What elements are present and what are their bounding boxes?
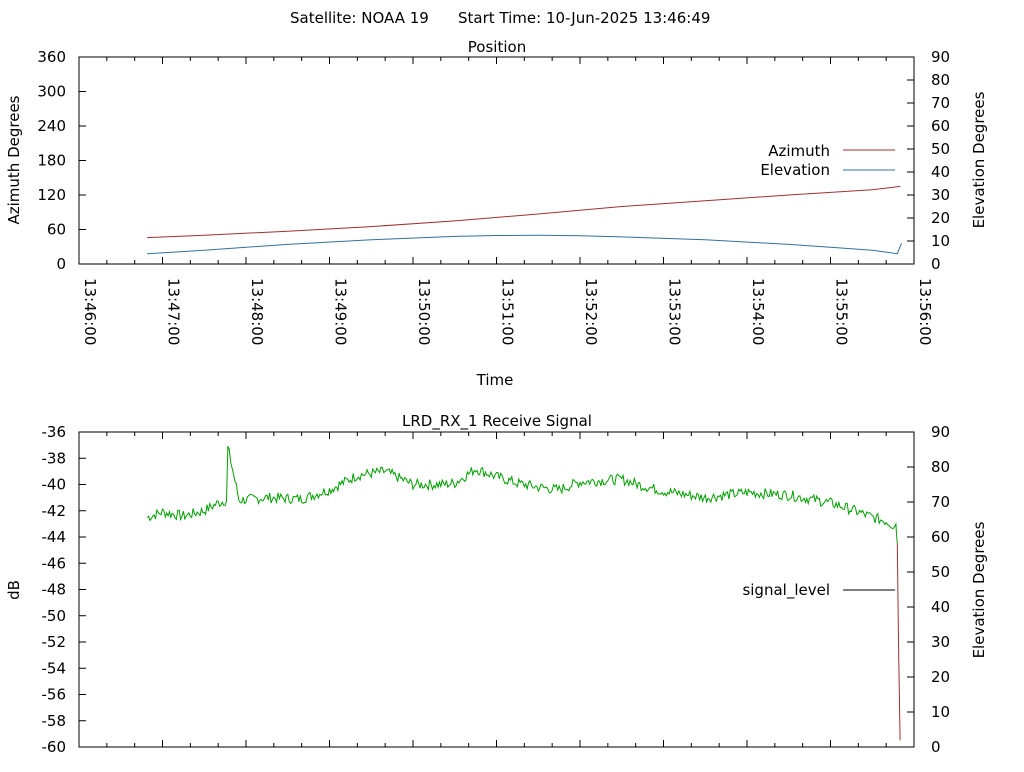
signal-y-tick-label: -60	[42, 738, 67, 756]
position-y2-tick-label: 10	[931, 232, 950, 250]
azimuth-series-line	[147, 185, 901, 239]
signal-y-tick-label: -40	[42, 476, 67, 494]
position-y2-tick-label: 0	[931, 255, 941, 273]
position-chart-title: Position	[468, 38, 526, 56]
position-y-tick-label: 240	[37, 117, 66, 135]
signal-y-tick-label: -44	[42, 528, 67, 546]
position-x-tick-label: 13:50:00	[415, 278, 433, 345]
position-x-tick-label: 13:46:00	[81, 278, 99, 345]
position-y2-axis-label: Elevation Degrees	[970, 91, 988, 228]
signal-y2-tick-label: 90	[931, 423, 950, 441]
signal-plot: -36 -38 -40 -42 -44 -46 -48 -50 -52 -54 -56 -58 -60 0…	[42, 423, 951, 756]
signal-y-tick-label: -58	[42, 712, 67, 730]
position-y-tick-label: 180	[37, 152, 66, 170]
signal-y2-axis-label: Elevation Degrees	[970, 521, 988, 658]
signal-y2-tick-label: 20	[931, 668, 950, 686]
position-y2-tick-label: 70	[931, 94, 950, 112]
position-y2-tick-label: 30	[931, 186, 950, 204]
position-x-tick-label: 13:55:00	[833, 278, 851, 345]
signal-y2-tick-label: 30	[931, 633, 950, 651]
position-x-axis-label: Time	[476, 371, 514, 389]
legend-elevation-label: Elevation	[760, 161, 830, 179]
signal-y-tick-label: -52	[42, 633, 67, 651]
legend-azimuth-label: Azimuth	[768, 142, 830, 160]
position-x-tick-label: 13:54:00	[749, 278, 767, 345]
position-y2-tick-label: 60	[931, 117, 950, 135]
signal-y-tick-label: -36	[42, 423, 67, 441]
signal-level-drop-line	[896, 543, 901, 741]
position-y-tick-label: 60	[47, 221, 66, 239]
position-x-tick-label: 13:47:00	[165, 278, 183, 345]
position-x-tick-label: 13:52:00	[582, 278, 600, 345]
signal-y-tick-label: -42	[42, 502, 67, 520]
signal-y-tick-label: -48	[42, 581, 67, 599]
position-y-tick-label: 0	[56, 255, 66, 273]
signal-y2-tick-label: 70	[931, 493, 950, 511]
signal-y-tick-label: -56	[42, 686, 67, 704]
position-x-tick-label: 13:53:00	[666, 278, 684, 345]
position-y2-tick-label: 50	[931, 140, 950, 158]
signal-y-tick-label: -38	[42, 449, 67, 467]
position-y-tick-label: 120	[37, 186, 66, 204]
elevation-series-line	[147, 234, 902, 255]
start-time-label: Start Time: 10-Jun-2025 13:46:49	[458, 9, 710, 27]
signal-y2-tick-label: 80	[931, 458, 950, 476]
signal-y2-tick-label: 10	[931, 703, 950, 721]
position-x-tick-label: 13:56:00	[916, 278, 934, 345]
position-y2-tick-label: 80	[931, 71, 950, 89]
signal-y2-tick-label: 40	[931, 598, 950, 616]
signal-y2-tick-label: 60	[931, 528, 950, 546]
position-x-tick-label: 13:49:00	[332, 278, 350, 345]
signal-y-tick-label: -54	[42, 659, 67, 677]
position-plot: 0 60 120 180 240 300 360 0 10 20 30 40 50 60 70 80 90 13:…	[37, 48, 950, 345]
signal-level-series-line	[146, 446, 898, 544]
position-y2-tick-label: 20	[931, 209, 950, 227]
signal-y-tick-label: -50	[42, 607, 67, 625]
legend-signal-level-label: signal_level	[742, 581, 830, 600]
position-x-tick-label: 13:48:00	[248, 278, 266, 345]
signal-y-axis-label: dB	[5, 580, 23, 600]
satellite-label: Satellite: NOAA 19	[290, 9, 429, 27]
position-y2-tick-label: 90	[931, 48, 950, 66]
signal-y2-tick-label: 50	[931, 563, 950, 581]
position-y-tick-label: 360	[37, 48, 66, 66]
signal-chart-title: LRD_RX_1 Receive Signal	[402, 412, 592, 431]
position-x-tick-label: 13:51:00	[499, 278, 517, 345]
signal-y2-tick-label: 0	[931, 738, 941, 756]
signal-y-tick-label: -46	[42, 554, 67, 572]
position-y-axis-label: Azimuth Degrees	[5, 95, 23, 224]
position-y2-tick-label: 40	[931, 163, 950, 181]
position-y-tick-label: 300	[37, 83, 66, 101]
